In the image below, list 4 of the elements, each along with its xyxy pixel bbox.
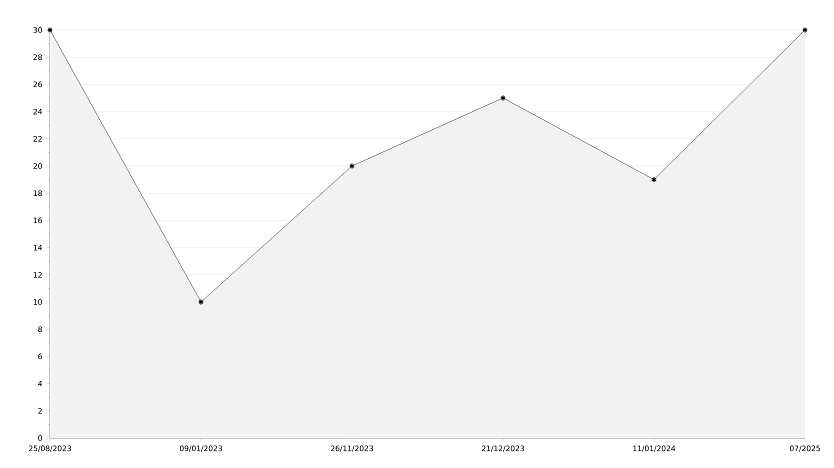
point (500, 94, 506, 102)
point (651, 176, 657, 183)
point (198, 298, 204, 306)
point (349, 162, 355, 170)
